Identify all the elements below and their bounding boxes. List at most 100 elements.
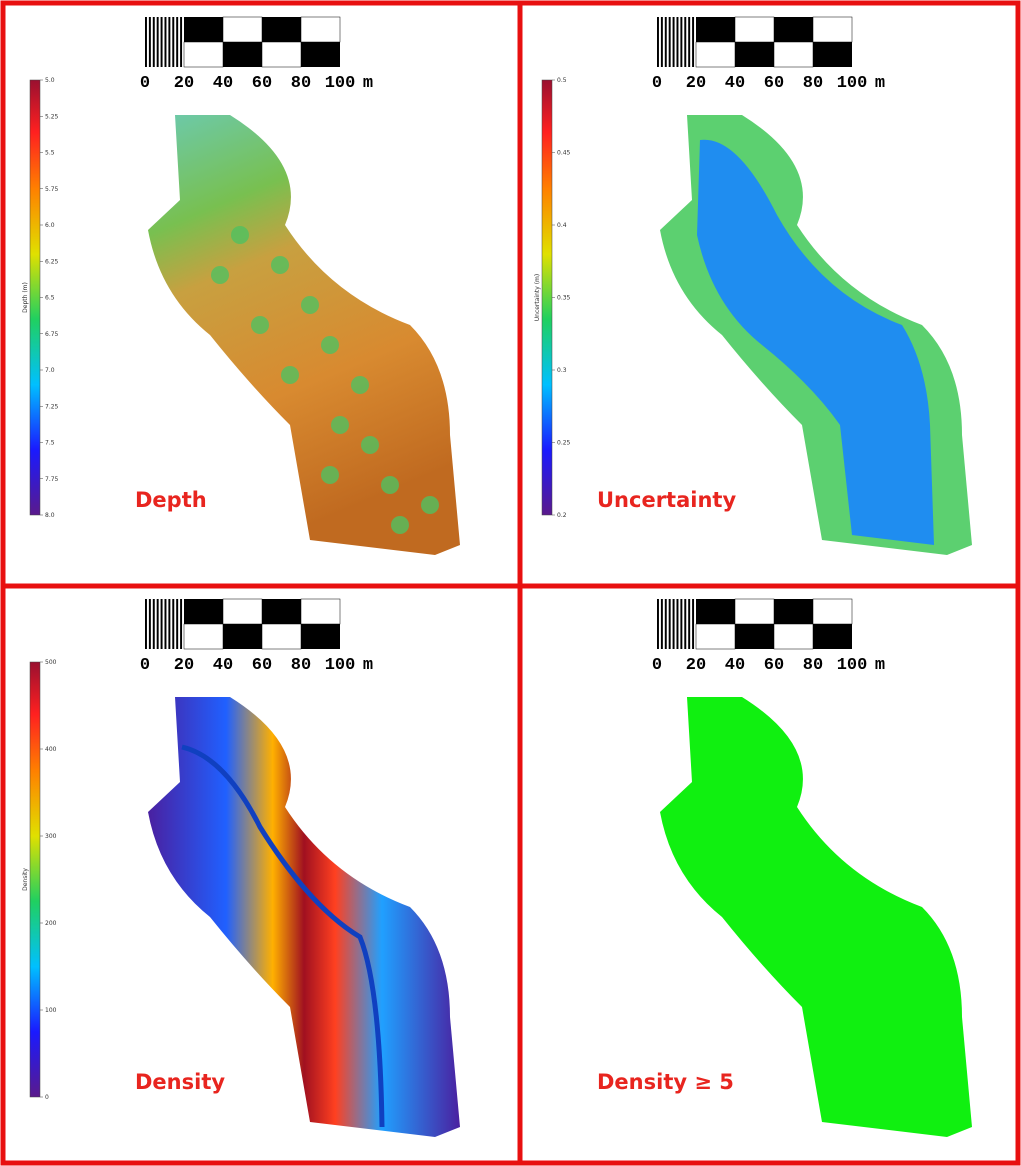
scale-block: [223, 599, 262, 624]
scale-tick-label: 40: [213, 74, 233, 93]
scale-tick-label: 80: [803, 656, 823, 675]
panel-label: Depth: [135, 488, 207, 512]
scale-stripe: [657, 599, 659, 649]
scale-block: [262, 42, 301, 67]
shoal: [281, 366, 299, 384]
colorbar-tick-label: 7.75: [45, 476, 59, 483]
scale-tick-label: 60: [252, 74, 272, 93]
scale-stripe: [692, 599, 694, 649]
colorbar-tick-label: 6.25: [45, 258, 59, 265]
panel: 020406080100m5004003002001000DensityDens…: [22, 599, 460, 1137]
colorbar-tick-label: 5.25: [45, 113, 59, 120]
scale-tick-label: 20: [686, 74, 706, 93]
scale-stripe: [172, 17, 174, 67]
scale-stripe: [157, 599, 159, 649]
shoal: [321, 466, 339, 484]
scale-stripe: [176, 599, 178, 649]
colorbar-tick-label: 0.25: [557, 440, 571, 447]
scale-stripe: [673, 17, 675, 67]
colorbar-tick-label: 400: [45, 746, 57, 753]
colorbar-tick-label: 7.0: [45, 367, 55, 374]
colorbar-tick-label: 6.5: [45, 295, 55, 302]
scale-stripe: [161, 17, 163, 67]
colorbar-tick-label: 0.3: [557, 367, 567, 374]
colorbar-tick-label: 5.75: [45, 186, 59, 193]
shoal: [351, 376, 369, 394]
colorbar-tick-label: 5.0: [45, 77, 55, 84]
colorbar: [30, 662, 40, 1097]
shoal: [301, 296, 319, 314]
shoal: [421, 496, 439, 514]
colorbar-title: Density: [22, 868, 29, 891]
scale-tick-label: 40: [213, 656, 233, 675]
shoal: [211, 266, 229, 284]
scale-block: [735, 42, 774, 67]
scale-unit: m: [875, 656, 885, 675]
scale-stripe: [149, 17, 151, 67]
scale-stripe: [153, 599, 155, 649]
colorbar-tick-label: 0.45: [557, 150, 571, 157]
scale-tick-label: 100: [325, 74, 356, 93]
scale-tick-label: 0: [140, 74, 150, 93]
scale-block: [774, 599, 813, 624]
scale-stripe: [680, 17, 682, 67]
colorbar-tick-label: 0.35: [557, 295, 571, 302]
scale-stripe: [149, 599, 151, 649]
scale-tick-label: 40: [725, 74, 745, 93]
scale-stripe: [168, 599, 170, 649]
scale-block: [735, 17, 774, 42]
scale-stripe: [153, 17, 155, 67]
scale-tick-label: 40: [725, 656, 745, 675]
colorbar-tick-label: 5.5: [45, 150, 55, 157]
colorbar-tick-label: 300: [45, 833, 57, 840]
scale-unit: m: [875, 74, 885, 93]
scale-tick-label: 0: [140, 656, 150, 675]
colorbar-tick-label: 6.75: [45, 331, 59, 338]
scale-stripe: [669, 17, 671, 67]
scale-tick-label: 100: [837, 656, 868, 675]
shoal: [391, 516, 409, 534]
scale-stripe: [168, 17, 170, 67]
scale-block: [262, 599, 301, 624]
scale-stripe: [145, 17, 147, 67]
scale-stripe: [176, 17, 178, 67]
scale-tick-label: 60: [764, 74, 784, 93]
scale-stripe: [669, 599, 671, 649]
scale-stripe: [161, 599, 163, 649]
scale-block: [301, 42, 340, 67]
shoal: [381, 476, 399, 494]
scale-tick-label: 0: [652, 656, 662, 675]
scale-block: [262, 17, 301, 42]
colorbar-tick-label: 0.2: [557, 512, 567, 519]
colorbar-tick-label: 8.0: [45, 512, 55, 519]
scale-stripe: [673, 599, 675, 649]
colorbar-tick-label: 7.5: [45, 440, 55, 447]
colorbar-tick-label: 100: [45, 1007, 57, 1014]
shoal: [321, 336, 339, 354]
panel-label: Density: [135, 1070, 225, 1094]
colorbar: [542, 80, 552, 515]
scale-block: [696, 42, 735, 67]
scale-block: [184, 17, 223, 42]
scale-block: [696, 17, 735, 42]
scale-tick-label: 80: [291, 656, 311, 675]
scale-block: [184, 624, 223, 649]
scale-block: [774, 624, 813, 649]
scale-block: [223, 624, 262, 649]
scale-stripe: [657, 17, 659, 67]
scale-block: [735, 599, 774, 624]
scale-stripe: [665, 17, 667, 67]
scale-tick-label: 80: [291, 74, 311, 93]
scale-tick-label: 0: [652, 74, 662, 93]
panel-label: Density ≥ 5: [597, 1070, 734, 1094]
scale-stripe: [692, 17, 694, 67]
colorbar-tick-label: 500: [45, 659, 57, 666]
scale-block: [696, 624, 735, 649]
colorbar-tick-label: 0.4: [557, 222, 567, 229]
scale-block: [813, 624, 852, 649]
scale-block: [262, 624, 301, 649]
scale-stripe: [180, 17, 182, 67]
scale-stripe: [677, 599, 679, 649]
scale-stripe: [680, 599, 682, 649]
